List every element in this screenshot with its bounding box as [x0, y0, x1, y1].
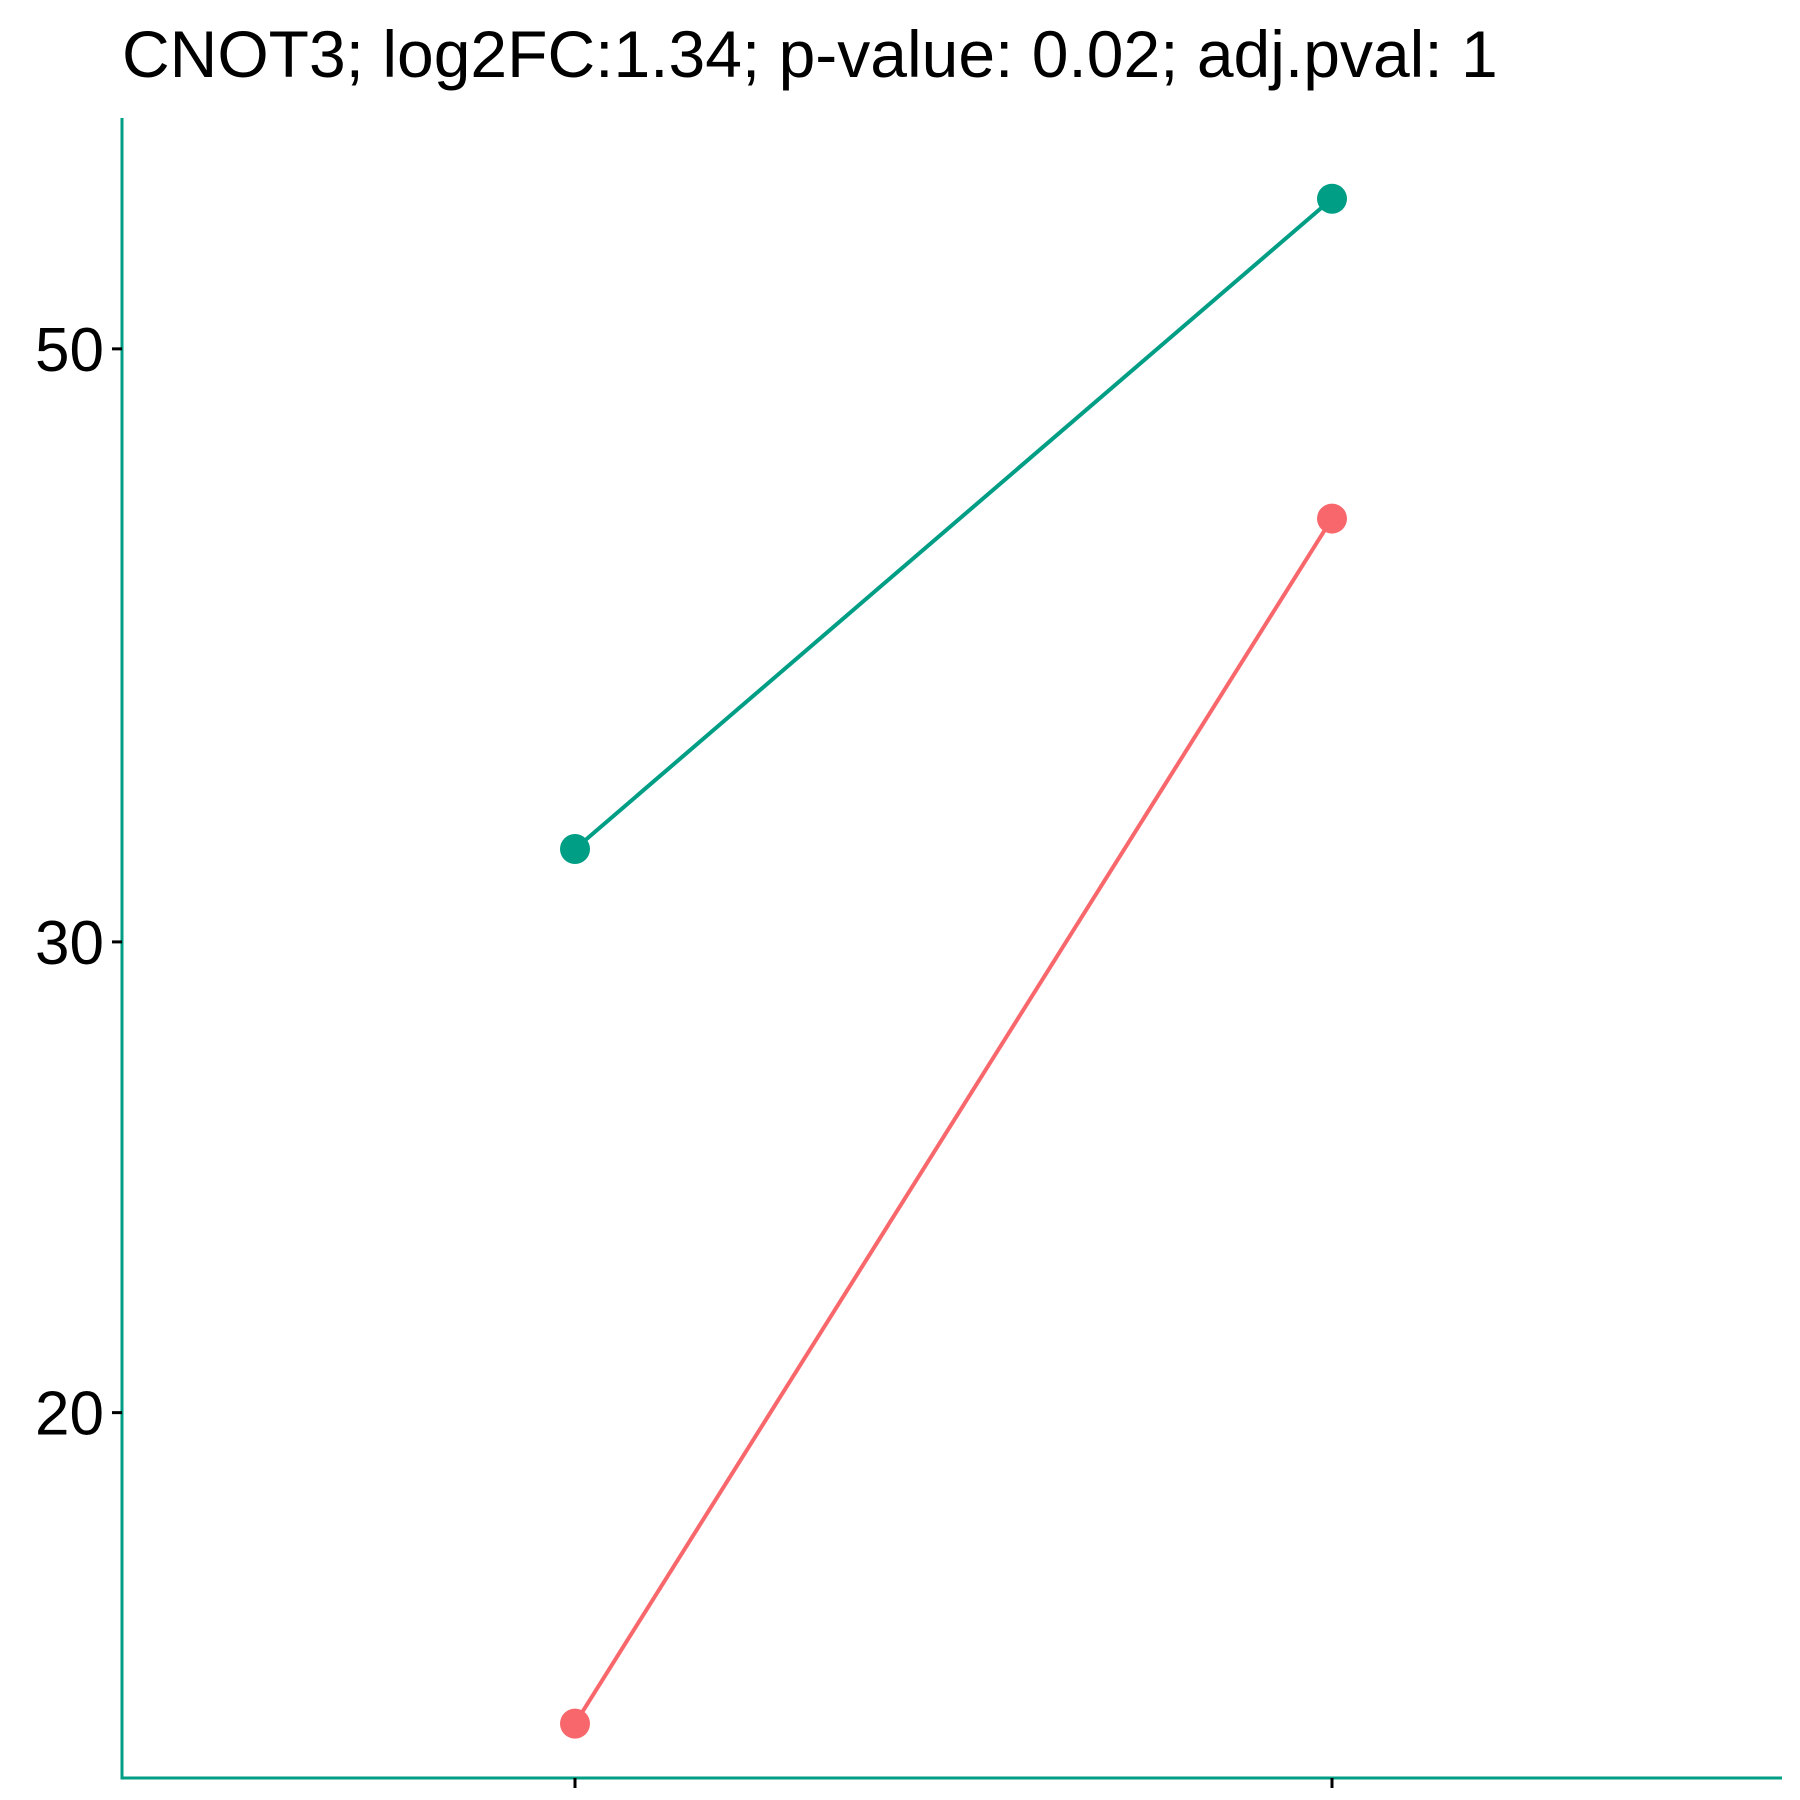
y-tick-label: 20 [35, 1380, 104, 1449]
series-line-1 [573, 197, 1334, 851]
chart-title: CNOT3; log2FC:1.34; p-value: 0.02; adj.p… [122, 17, 1498, 91]
series-lines [573, 197, 1334, 1725]
data-point-series1-1 [560, 833, 590, 864]
data-point-series1-2 [1317, 183, 1347, 214]
y-tick-label: 30 [35, 909, 104, 978]
axes [120, 118, 1782, 1780]
series-line-2 [573, 517, 1334, 1725]
y-tick-label: 50 [35, 316, 104, 385]
data-point-series2-2 [1317, 503, 1347, 534]
series-points [560, 183, 1347, 1739]
data-point-series2-1 [560, 1708, 590, 1739]
y-ticks: 20 30 50 [35, 316, 1334, 1788]
